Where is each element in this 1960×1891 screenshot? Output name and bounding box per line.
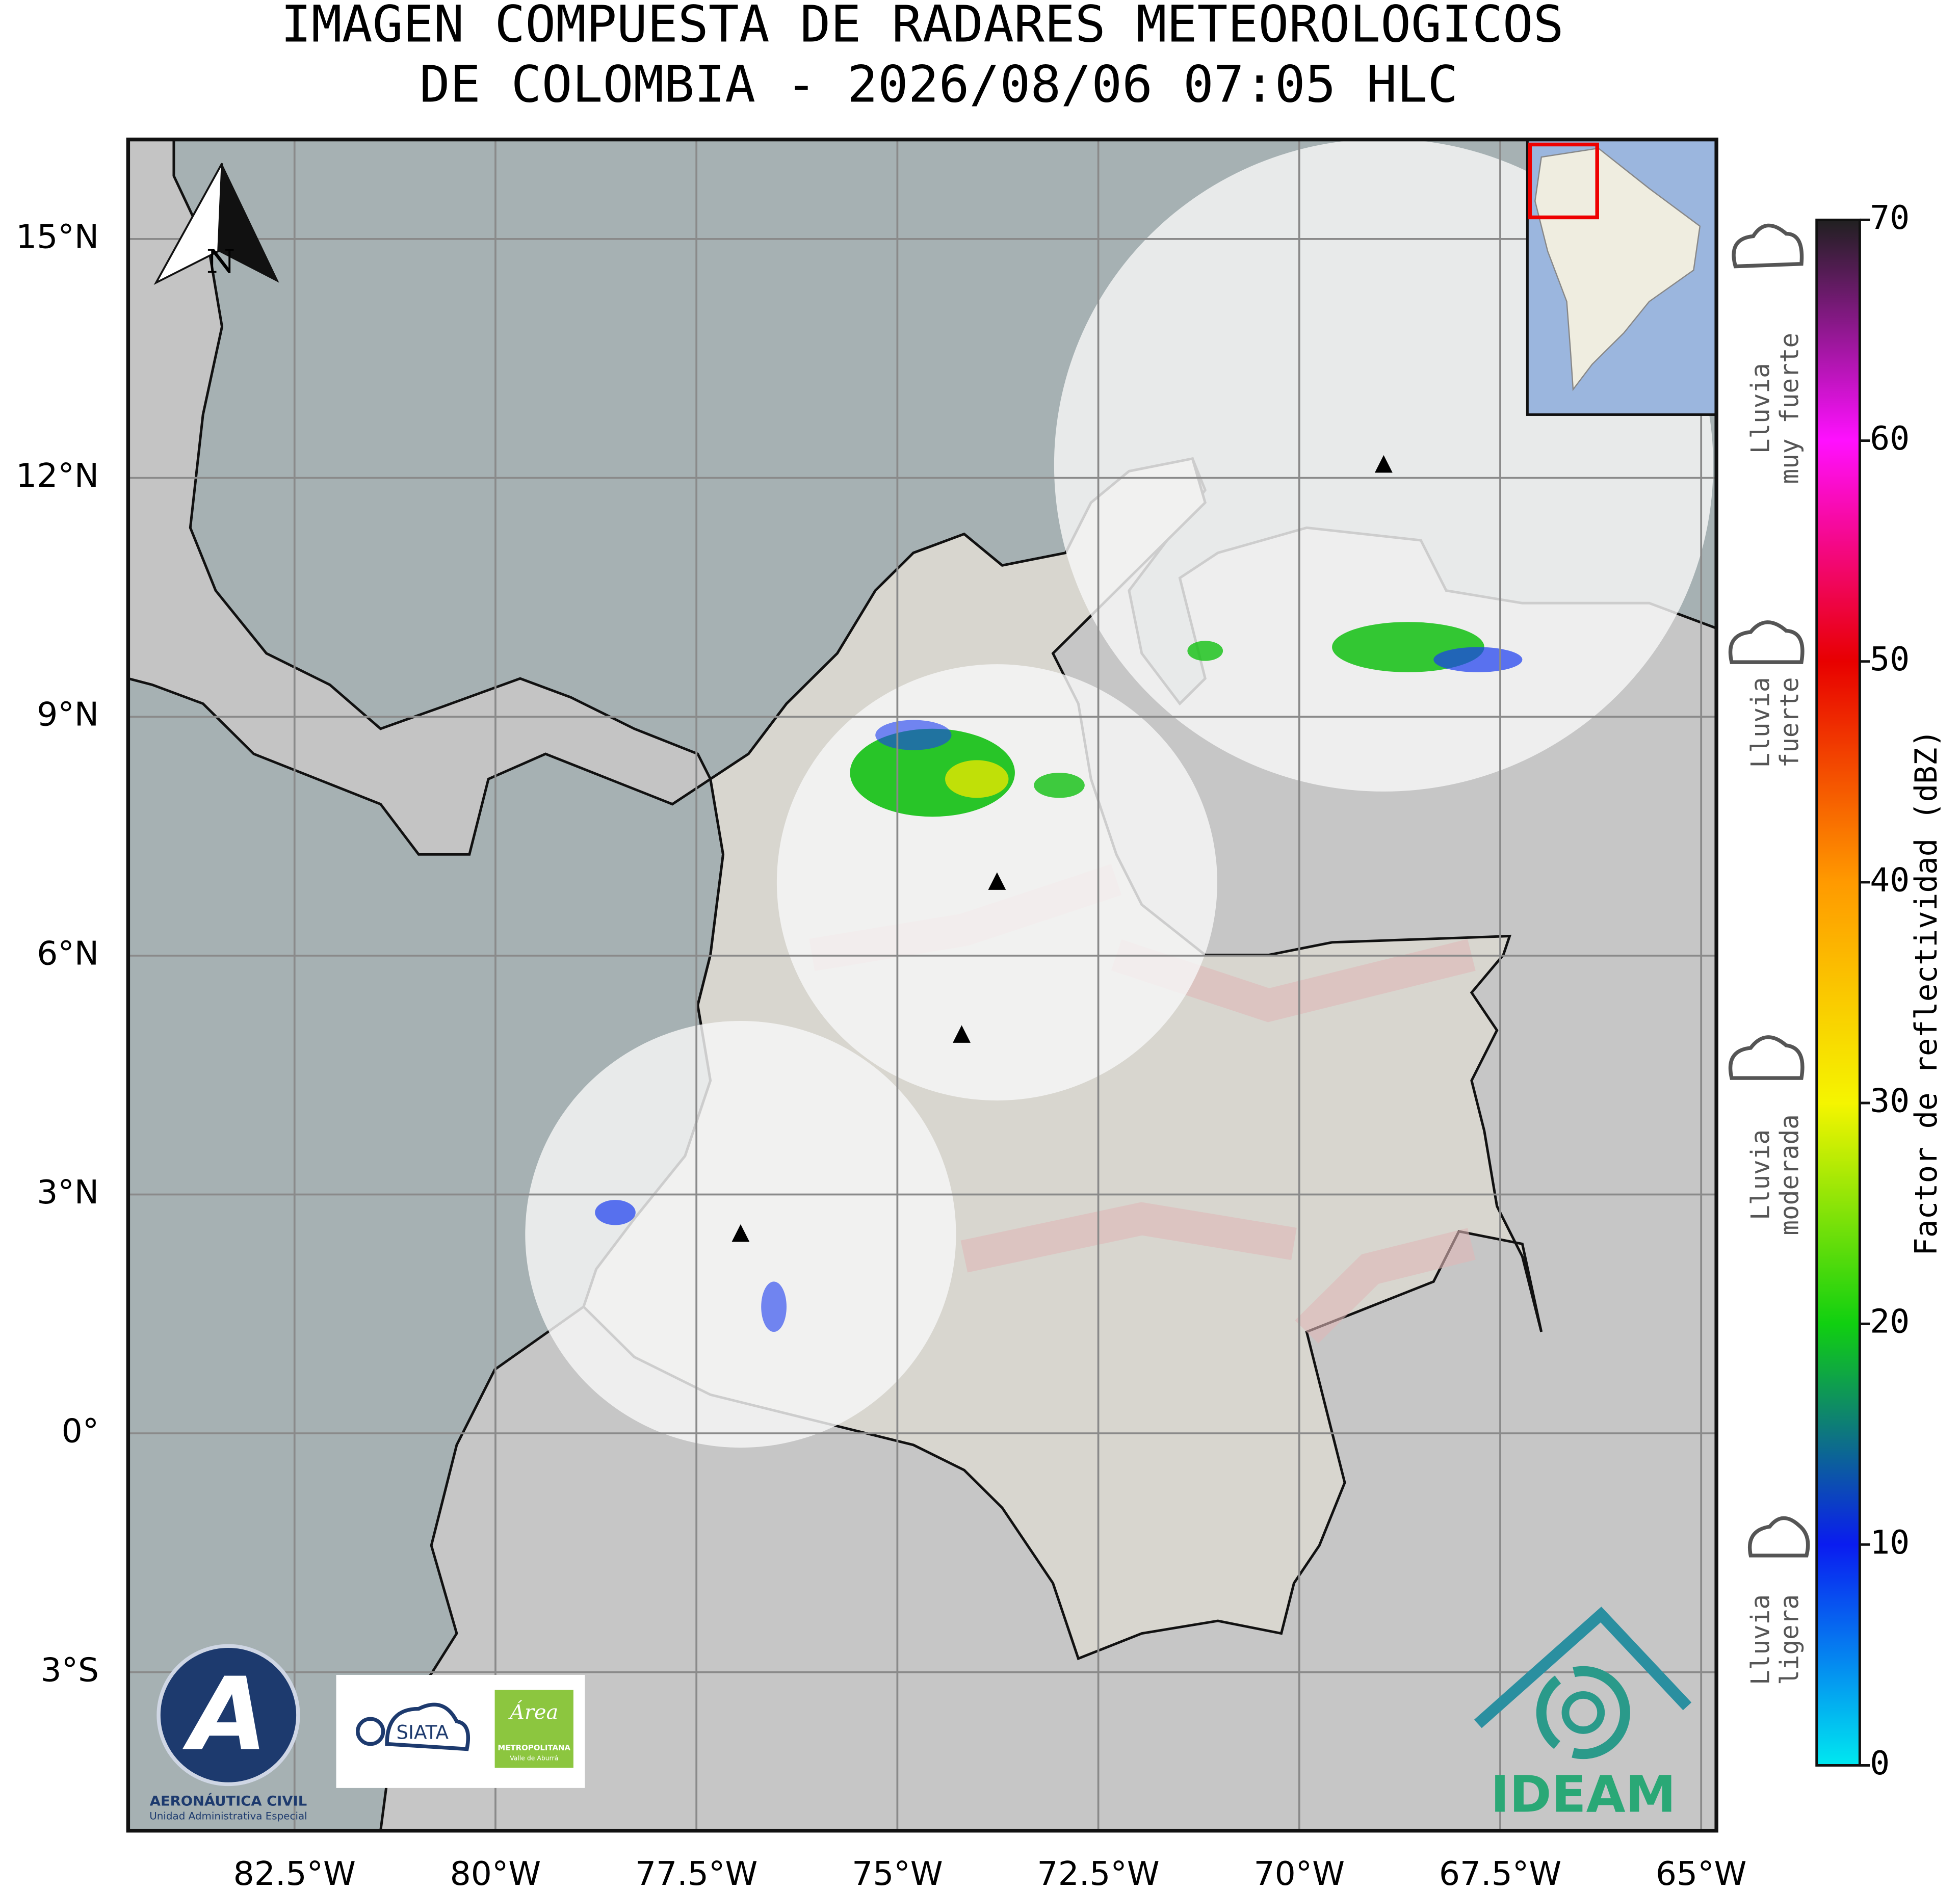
y-tick-label: 9°N	[37, 696, 99, 734]
area-logo	[494, 1690, 573, 1768]
echo	[1433, 647, 1523, 672]
y-tick-label: 3°S	[41, 1651, 99, 1690]
echo	[1187, 641, 1223, 661]
aerocivil-subtitle: Unidad Administrativa Especial	[149, 1810, 307, 1822]
echo	[1034, 773, 1085, 798]
colorbar-tick-label: 30	[1870, 1082, 1910, 1120]
y-tick-label: 0°	[62, 1412, 99, 1451]
x-tick-label: 67.5°W	[1439, 1855, 1561, 1891]
colorbar-tick-label: 70	[1870, 199, 1910, 237]
colorbar-tick-label: 40	[1870, 861, 1910, 900]
y-tick-label: 3°N	[37, 1173, 99, 1212]
siata-text: SIATA	[396, 1722, 449, 1744]
echo	[761, 1281, 787, 1332]
map-area: N A AERONÁUTICA CIVIL Unidad Administrat…	[128, 139, 1717, 1831]
x-tick-label: 80°W	[450, 1855, 541, 1891]
grid	[128, 139, 1717, 1831]
x-tick-label: 82.5°W	[233, 1855, 356, 1891]
north-arrow	[218, 163, 279, 283]
colorbar-tick-label: 10	[1870, 1524, 1910, 1562]
north-label: N	[206, 243, 236, 281]
colorbar-tick-label: 0	[1870, 1744, 1890, 1782]
area-text: Área	[508, 1700, 558, 1724]
title-line: DE COLOMBIA - 2026/08/06 07:05 HLC	[420, 56, 1458, 114]
axis-ticks: 82.5°W 80°W 77.5°W 75°W 72.5°W 70°W 67.5°W 65°W…	[16, 218, 1746, 1891]
ideam-roof	[1474, 1607, 1692, 1728]
y-tick-label: 15°N	[16, 218, 99, 256]
rain-legend-label: ligera	[1774, 1594, 1804, 1685]
rain-legend-label: Lluvia	[1745, 1130, 1775, 1220]
radar-site	[731, 1224, 750, 1242]
radar-site	[988, 872, 1006, 890]
inset-continent	[1534, 147, 1701, 391]
cloud-icon	[1728, 620, 1805, 664]
cloud-icon	[1728, 1035, 1805, 1080]
siata-cloud	[385, 1702, 471, 1751]
cloud-icon	[1747, 1516, 1810, 1558]
rain-legend-label: Lluvia	[1745, 1594, 1775, 1685]
colorbar-label: Factor de reflectividad (dBZ)	[1909, 729, 1944, 1256]
map-frame	[126, 137, 1718, 1833]
y-tick-label: 6°N	[37, 935, 99, 973]
colorbar	[1815, 218, 1861, 1767]
area-text: METROPOLITANA	[498, 1743, 570, 1752]
colorbar-tick-label: 60	[1870, 419, 1910, 458]
aerocivil-mark: A	[182, 1656, 268, 1773]
x-tick-label: 75°W	[852, 1855, 943, 1891]
ideam-swirl	[1536, 1666, 1630, 1759]
radar-sites	[731, 455, 1393, 1242]
area-text: Valle de Aburrá	[510, 1755, 558, 1762]
rain-legend-label: Lluvia	[1745, 363, 1775, 454]
echo	[945, 760, 1009, 798]
x-tick-label: 70°W	[1253, 1855, 1345, 1891]
colorbar-tick-label: 50	[1870, 640, 1910, 678]
title-line: IMAGEN COMPUESTA DE RADARES METEOROLOGIC…	[281, 0, 1564, 54]
x-tick-label: 65°W	[1656, 1855, 1747, 1891]
radar-site	[953, 1025, 971, 1043]
colorbar-ticks: 0 10 20 30 40 50 60 70	[1860, 199, 1910, 1782]
echo	[595, 1200, 636, 1225]
rain-legend-label: Lluvia	[1745, 677, 1775, 768]
siata-sun	[356, 1717, 385, 1746]
central-america	[128, 139, 712, 856]
basemap-shading	[809, 864, 1476, 1344]
inset-extent	[1528, 142, 1599, 220]
rain-legend-label: moderada	[1774, 1114, 1804, 1235]
ideam-text: IDEAM	[1491, 1766, 1676, 1824]
rain-legend-label: muy fuerte	[1774, 333, 1804, 484]
y-tick-label: 12°N	[16, 457, 99, 495]
colorbar-tick-label: 20	[1870, 1303, 1910, 1341]
cloud-icon	[1732, 223, 1804, 269]
rain-legend-label: fuerte	[1774, 677, 1804, 768]
radar-site	[1374, 455, 1393, 473]
aerocivil-name: AERONÁUTICA CIVIL	[150, 1793, 307, 1809]
ideam-swirl	[1561, 1691, 1605, 1734]
x-tick-label: 72.5°W	[1037, 1855, 1159, 1891]
aerocivil-logo	[156, 1644, 300, 1787]
echo	[875, 720, 952, 750]
rain-icons	[1728, 223, 1810, 1558]
x-tick-label: 77.5°W	[635, 1855, 757, 1891]
